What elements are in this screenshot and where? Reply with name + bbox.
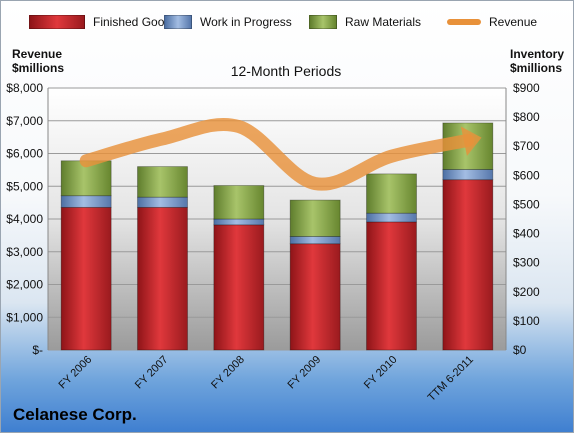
bar-work-in-progress: [289, 236, 341, 245]
legend-line-revenue: [447, 19, 481, 25]
bar-finished-goods: [213, 224, 265, 351]
right-tick-label: $500: [513, 197, 540, 211]
x-tick-label: FY 2008: [209, 354, 247, 392]
bar-finished-goods: [137, 206, 188, 351]
revenue-line-group: [79, 117, 482, 191]
bar-finished-goods: [442, 179, 494, 351]
bar-work-in-progress: [137, 196, 188, 208]
bar-finished-goods: [289, 243, 341, 351]
bar-work-in-progress: [213, 218, 265, 226]
bar-raw-materials: [289, 199, 341, 237]
right-tick-label: $900: [513, 81, 540, 95]
bar-work-in-progress: [442, 169, 494, 181]
left-tick-label: $5,000: [6, 179, 43, 193]
left-tick-label: $4,000: [6, 212, 43, 226]
left-axis-title: Revenue $millions: [12, 47, 64, 75]
x-tick-label: TTM 6-2011: [426, 354, 476, 404]
legend-swatch-raw-materials: [309, 15, 337, 29]
legend-label-work-in-progress: Work in Progress: [200, 15, 292, 29]
left-tick-label: $3,000: [6, 245, 43, 259]
left-tick-label: $-: [32, 343, 43, 357]
right-axis-title-line2: $millions: [510, 61, 563, 75]
legend-item-raw-materials: Raw Materials: [309, 15, 421, 29]
left-axis-title-line1: Revenue: [12, 47, 63, 61]
left-tick-label: $8,000: [6, 81, 43, 95]
left-tick-label: $2,000: [6, 278, 43, 292]
x-tick-label: FY 2007: [133, 354, 171, 392]
company-name: Celanese Corp.: [13, 405, 137, 424]
revenue-arrowhead: [460, 126, 482, 156]
left-axis-title-line2: $millions: [12, 61, 65, 75]
x-tick-label: FY 2006: [57, 354, 95, 392]
legend-swatch-finished-goods: [29, 15, 85, 29]
legend-label-raw-materials: Raw Materials: [345, 15, 422, 29]
bar-finished-goods: [366, 221, 417, 351]
revenue-line: [79, 117, 475, 191]
right-tick-label: $600: [513, 168, 540, 182]
right-tick-label: $0: [513, 343, 527, 357]
bar-raw-materials: [366, 173, 417, 214]
bar-work-in-progress: [366, 212, 417, 223]
left-tick-label: $1,000: [6, 310, 43, 324]
bars: [60, 122, 494, 351]
right-tick-label: $300: [513, 256, 540, 270]
right-tick-label: $800: [513, 110, 540, 124]
x-axis-ticks: FY 2006 FY 2007 FY 2008 FY 2009 FY 2010 TTM 6…: [57, 354, 476, 404]
right-axis-ticks: $0 $100 $200 $300 $400 $500 $600 $700 $800 $900: [513, 81, 540, 357]
right-axis-title-line1: Inventory: [510, 47, 565, 61]
right-axis-title: Inventory $millions: [510, 47, 564, 75]
legend-item-finished-goods: Finished Goods: [29, 15, 177, 29]
left-axis-ticks: $- $1,000 $2,000 $3,000 $4,000 $5,000 $6,000 $7…: [6, 81, 43, 357]
x-tick-label: FY 2009: [286, 354, 324, 392]
bar-finished-goods: [60, 206, 112, 351]
legend: Finished Goods Work in Progress Raw Mate…: [1, 15, 573, 35]
right-tick-label: $200: [513, 285, 540, 299]
left-tick-label: $6,000: [6, 147, 43, 161]
right-tick-label: $700: [513, 139, 540, 153]
legend-item-work-in-progress: Work in Progress: [164, 15, 292, 29]
legend-item-revenue: Revenue: [447, 15, 537, 29]
bar-raw-materials: [137, 166, 188, 198]
bar-work-in-progress: [60, 195, 112, 208]
legend-label-revenue: Revenue: [489, 15, 538, 29]
chart-subtitle: 12-Month Periods: [230, 63, 342, 79]
gridlines: [47, 87, 507, 351]
right-tick-label: $400: [513, 227, 540, 241]
legend-label-finished-goods: Finished Goods: [93, 15, 178, 29]
bar-raw-materials: [213, 185, 265, 220]
right-tick-label: $100: [513, 314, 540, 328]
left-tick-label: $7,000: [6, 114, 43, 128]
legend-swatch-work-in-progress: [164, 15, 192, 29]
x-tick-label: FY 2010: [362, 354, 400, 392]
